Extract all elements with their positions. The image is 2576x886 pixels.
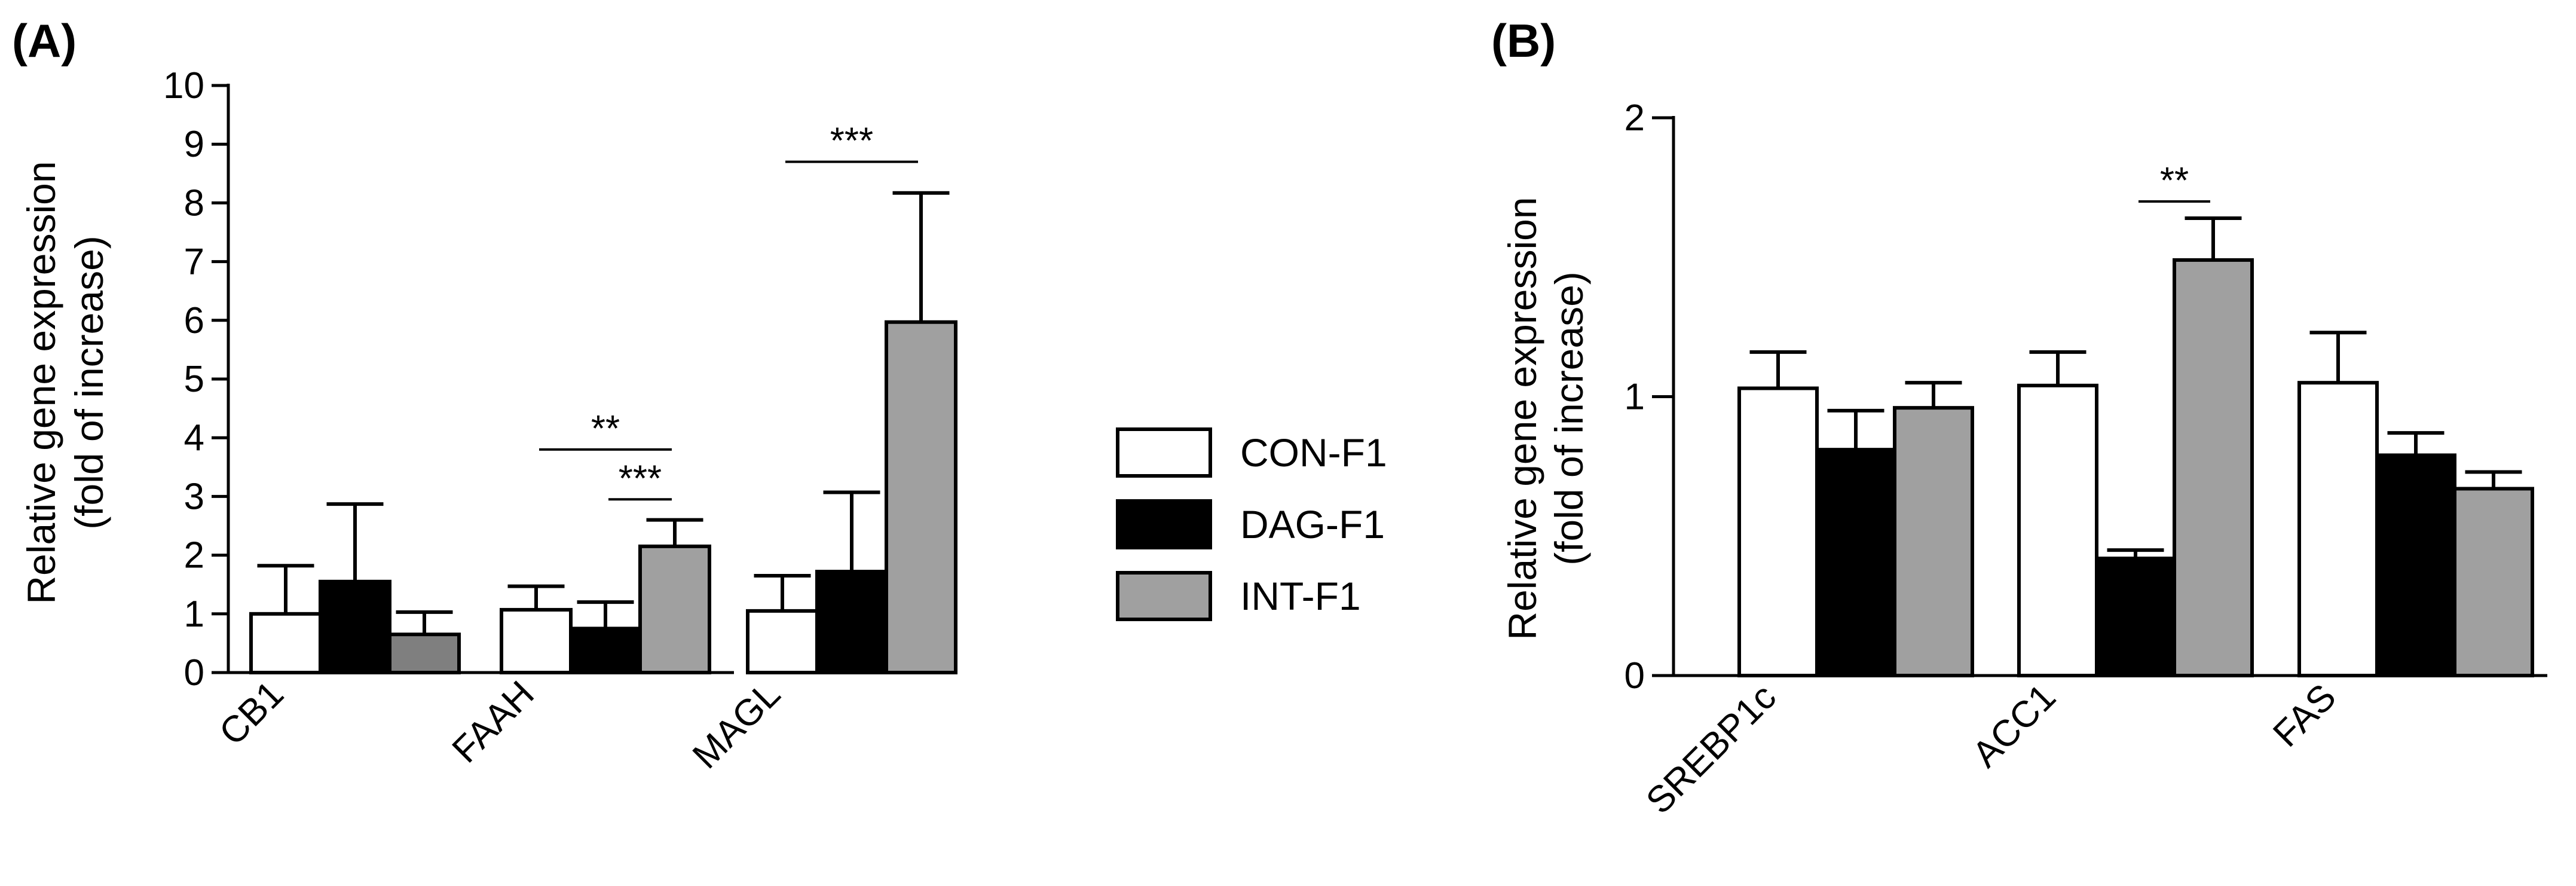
panel-a-chart: (A) Relative gene expression (fold of in… — [12, 14, 957, 777]
y-tick-label: 7 — [184, 242, 204, 283]
bar-con-f1-cb1 — [249, 612, 322, 675]
bar-int-f1-cb1 — [388, 633, 461, 675]
panel-b-label: (B) — [1491, 14, 1556, 67]
bar-int-f1-magl — [885, 320, 957, 674]
panel-b-ylabel-line1: Relative gene expression — [1500, 197, 1544, 640]
bar-con-f1-acc1 — [2017, 383, 2098, 678]
x-category-label: MAGL — [685, 673, 788, 777]
bar-con-f1-fas — [2297, 381, 2379, 677]
bar-con-f1-magl — [746, 609, 819, 675]
y-tick-label: 10 — [163, 65, 204, 106]
bar-dag-f1-magl — [815, 570, 888, 675]
bar-dag-f1-acc1 — [2095, 557, 2176, 677]
y-tick-label: 2 — [184, 535, 204, 576]
significance-label: ** — [591, 408, 620, 450]
panel-b-chart: (B) Relative gene expression (fold of in… — [1491, 14, 2547, 822]
bar-int-f1-faah — [638, 544, 711, 674]
y-tick-label: 9 — [184, 124, 204, 165]
y-tick-label: 4 — [184, 417, 204, 459]
y-tick-label: 0 — [1624, 655, 1645, 696]
y-tick-label: 1 — [184, 594, 204, 635]
legend-swatch-con-f1 — [1116, 427, 1212, 478]
panel-b-ylabel-line2: (fold of increase) — [1547, 271, 1591, 566]
y-tick-label: 1 — [1624, 377, 1645, 418]
legend-label-int-f1: INT-F1 — [1240, 574, 1361, 618]
y-tick-label: 2 — [1624, 97, 1645, 139]
x-category-label: SREBP1c — [1638, 676, 1784, 822]
bar-dag-f1-srebp1c — [1815, 448, 1896, 677]
bar-dag-f1-cb1 — [319, 579, 391, 674]
y-tick-label: 5 — [184, 359, 204, 400]
y-tick-label: 3 — [184, 476, 204, 517]
bar-int-f1-srebp1c — [1893, 406, 1974, 677]
y-tick-label: 0 — [184, 652, 204, 693]
x-category-label: FAAH — [445, 673, 542, 771]
bar-int-f1-acc1 — [2173, 258, 2254, 678]
significance-label: *** — [619, 458, 662, 499]
bar-con-f1-faah — [500, 607, 573, 675]
legend-swatch-int-f1 — [1116, 571, 1212, 621]
legend: CON-F1 DAG-F1 INT-F1 — [1116, 427, 1387, 621]
significance-label: *** — [830, 121, 873, 162]
y-tick-label: 6 — [184, 300, 204, 341]
legend-swatch-dag-f1 — [1116, 499, 1212, 549]
bar-con-f1-srebp1c — [1737, 386, 1819, 677]
y-tick-label: 8 — [184, 182, 204, 224]
panel-a-ylabel-line2: (fold of increase) — [67, 236, 111, 530]
panel-a-label: (A) — [12, 14, 77, 67]
x-category-label: FAS — [2265, 676, 2344, 755]
x-category-label: CB1 — [212, 673, 292, 753]
legend-label-dag-f1: DAG-F1 — [1240, 502, 1385, 546]
bar-int-f1-fas — [2453, 487, 2534, 677]
bar-dag-f1-faah — [569, 627, 642, 674]
significance-label: ** — [2160, 160, 2189, 201]
x-category-label: ACC1 — [1965, 676, 2064, 775]
bar-dag-f1-fas — [2375, 453, 2456, 678]
legend-label-con-f1: CON-F1 — [1240, 430, 1387, 475]
panel-a-ylabel-line1: Relative gene expression — [19, 161, 63, 604]
